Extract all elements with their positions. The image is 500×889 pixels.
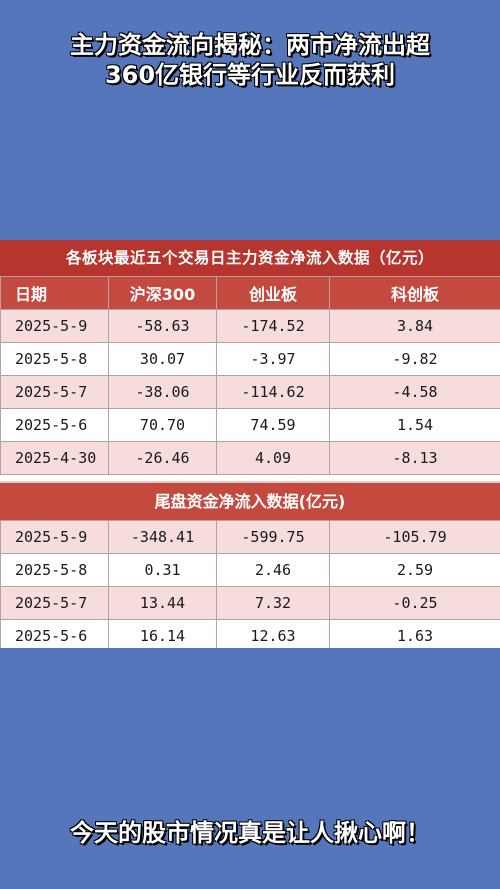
cell-value: 0.31 (108, 553, 217, 587)
table-row: 2025-5-9 -348.41 -599.75 -105.79 (0, 520, 500, 554)
cell-value: 2.46 (216, 553, 330, 587)
cell-date: 2025-5-7 (0, 586, 109, 620)
table1-title: 各板块最近五个交易日主力资金净流入数据（亿元） (0, 240, 500, 276)
cell-value: -599.75 (216, 520, 330, 554)
cell-date: 2025-5-7 (0, 375, 109, 409)
cell-value: 4.09 (216, 441, 330, 475)
table-row: 2025-5-7 -38.06 -114.62 -4.58 (0, 375, 500, 409)
cell-value: 2.59 (329, 553, 500, 587)
cell-value: -3.97 (216, 342, 330, 376)
cell-value: 3.84 (329, 309, 500, 343)
column-header-date: 日期 (0, 276, 109, 310)
table-row: 2025-5-8 30.07 -3.97 -9.82 (0, 342, 500, 376)
cell-value: -8.13 (329, 441, 500, 475)
cell-value: 12.63 (216, 619, 330, 648)
table-row: 2025-5-9 -58.63 -174.52 3.84 (0, 309, 500, 343)
cell-value: -9.82 (329, 342, 500, 376)
headline-line-2: 360亿银行等行业反而获利 (104, 61, 396, 89)
table-row: 2025-5-7 13.44 7.32 -0.25 (0, 586, 500, 620)
cell-value: -4.58 (329, 375, 500, 409)
cell-value: 1.54 (329, 408, 500, 442)
cell-value: -58.63 (108, 309, 217, 343)
cell-value: -26.46 (108, 441, 217, 475)
cell-value: -174.52 (216, 309, 330, 343)
table1-header-row: 日期 沪深300 创业板 科创板 (0, 276, 500, 310)
cell-date: 2025-4-30 (0, 441, 109, 475)
cell-value: 1.63 (329, 619, 500, 648)
cell-date: 2025-5-6 (0, 619, 109, 648)
subtitle-caption: 今天的股市情况真是让人揪心啊！ (70, 819, 430, 847)
data-card: 各板块最近五个交易日主力资金净流入数据（亿元） 日期 沪深300 创业板 科创板… (0, 240, 500, 648)
cell-value: -114.62 (216, 375, 330, 409)
table2: 2025-5-9 -348.41 -599.75 -105.79 2025-5-… (0, 520, 500, 648)
cell-date: 2025-5-9 (0, 309, 109, 343)
cell-date: 2025-5-8 (0, 342, 109, 376)
cell-value: 74.59 (216, 408, 330, 442)
cell-value: -0.25 (329, 586, 500, 620)
table-row: 2025-5-6 16.14 12.63 1.63 (0, 619, 500, 648)
cell-date: 2025-5-8 (0, 553, 109, 587)
table1: 日期 沪深300 创业板 科创板 2025-5-9 -58.63 -174.52… (0, 276, 500, 475)
table2-title: 尾盘资金净流入数据(亿元) (0, 481, 500, 520)
cell-value: -348.41 (108, 520, 217, 554)
column-header-chinext: 创业板 (216, 276, 330, 310)
cell-value: 16.14 (108, 619, 217, 648)
headline: 主力资金流向揭秘：两市净流出超 360亿银行等行业反而获利 (0, 30, 500, 90)
column-header-star: 科创板 (329, 276, 500, 310)
headline-line-1: 主力资金流向揭秘：两市净流出超 (70, 31, 430, 59)
cell-value: 30.07 (108, 342, 217, 376)
cell-value: 7.32 (216, 586, 330, 620)
cell-value: 13.44 (108, 586, 217, 620)
table-row: 2025-4-30 -26.46 4.09 -8.13 (0, 441, 500, 475)
cell-date: 2025-5-9 (0, 520, 109, 554)
column-header-hs300: 沪深300 (108, 276, 217, 310)
table-row: 2025-5-6 70.70 74.59 1.54 (0, 408, 500, 442)
cell-date: 2025-5-6 (0, 408, 109, 442)
table-row: 2025-5-8 0.31 2.46 2.59 (0, 553, 500, 587)
cell-value: -38.06 (108, 375, 217, 409)
cell-value: -105.79 (329, 520, 500, 554)
cell-value: 70.70 (108, 408, 217, 442)
